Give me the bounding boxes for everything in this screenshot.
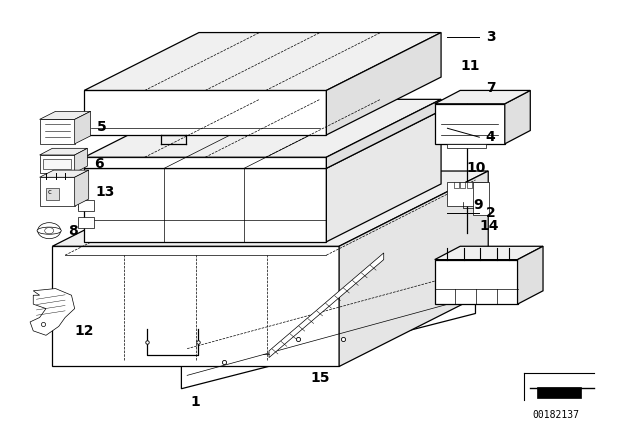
Polygon shape	[40, 177, 75, 206]
Bar	[447, 144, 486, 148]
Polygon shape	[75, 112, 91, 144]
Circle shape	[38, 223, 61, 239]
Polygon shape	[339, 171, 488, 366]
Text: 2: 2	[486, 206, 495, 220]
Bar	[473, 182, 489, 215]
Text: 10: 10	[467, 161, 486, 175]
Text: 14: 14	[479, 219, 499, 233]
Polygon shape	[435, 246, 543, 260]
Text: 5: 5	[97, 120, 107, 134]
Polygon shape	[505, 90, 531, 144]
Polygon shape	[84, 168, 326, 242]
Polygon shape	[84, 99, 441, 157]
Text: 9: 9	[473, 198, 483, 212]
Text: 11: 11	[460, 59, 479, 73]
Polygon shape	[40, 170, 89, 177]
Polygon shape	[181, 209, 476, 389]
Text: 4: 4	[486, 130, 495, 144]
Text: 13: 13	[95, 185, 115, 199]
Text: 3: 3	[486, 30, 495, 44]
Ellipse shape	[37, 227, 61, 234]
Text: 6: 6	[94, 157, 104, 171]
Polygon shape	[40, 155, 75, 173]
Circle shape	[45, 228, 54, 234]
Polygon shape	[75, 148, 88, 173]
Text: 12: 12	[75, 324, 94, 338]
Polygon shape	[269, 253, 384, 358]
Bar	[460, 182, 465, 188]
Text: 7: 7	[486, 81, 495, 95]
Polygon shape	[40, 112, 91, 119]
Polygon shape	[40, 119, 75, 144]
Polygon shape	[52, 246, 339, 366]
Text: 1: 1	[191, 395, 200, 409]
Polygon shape	[518, 246, 543, 304]
Polygon shape	[326, 111, 441, 242]
Polygon shape	[52, 171, 488, 246]
Bar	[78, 217, 94, 228]
Polygon shape	[326, 33, 441, 135]
Polygon shape	[435, 90, 531, 104]
Bar	[467, 182, 472, 188]
Polygon shape	[84, 111, 441, 168]
Polygon shape	[84, 90, 326, 135]
Polygon shape	[75, 170, 89, 206]
Text: 8: 8	[68, 224, 78, 238]
Bar	[537, 387, 581, 398]
Bar	[46, 188, 59, 199]
Text: c: c	[48, 189, 52, 195]
Text: 15: 15	[310, 371, 330, 385]
Text: 00182137: 00182137	[532, 410, 579, 420]
Bar	[78, 199, 94, 211]
Polygon shape	[40, 148, 88, 155]
Bar	[454, 182, 459, 188]
Polygon shape	[326, 99, 441, 168]
Bar	[43, 159, 72, 169]
Polygon shape	[84, 157, 326, 168]
Polygon shape	[84, 33, 441, 90]
Polygon shape	[435, 104, 505, 144]
Bar	[447, 182, 486, 206]
PathPatch shape	[30, 289, 75, 335]
Polygon shape	[435, 260, 518, 304]
